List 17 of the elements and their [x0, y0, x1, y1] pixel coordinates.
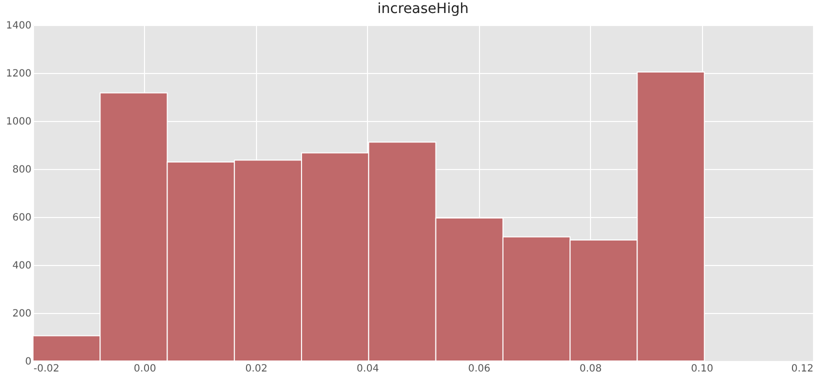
chart-title: increaseHigh: [377, 1, 469, 17]
x-tick-label: 0.02: [245, 364, 268, 374]
y-tick-label: 600: [12, 212, 32, 224]
y-tick-label: 1200: [6, 68, 32, 80]
x-tick-label: 0.06: [468, 364, 490, 374]
x-tick-label: 0.10: [690, 364, 714, 374]
y-tick-label: 800: [12, 164, 32, 176]
x-tick-label: 0.00: [134, 364, 156, 374]
y-tick-label: 1400: [6, 20, 32, 32]
y-tick-label: 1000: [6, 116, 32, 128]
y-tick-label: 400: [12, 260, 32, 272]
x-tick-label: 0.12: [791, 364, 814, 374]
x-tick-label: 0.04: [356, 364, 379, 374]
y-tick-label: 0: [25, 356, 32, 368]
y-tick-label: 200: [12, 308, 32, 320]
x-tick-label: 0.08: [580, 364, 602, 374]
x-tick-label: -0.02: [34, 364, 60, 374]
